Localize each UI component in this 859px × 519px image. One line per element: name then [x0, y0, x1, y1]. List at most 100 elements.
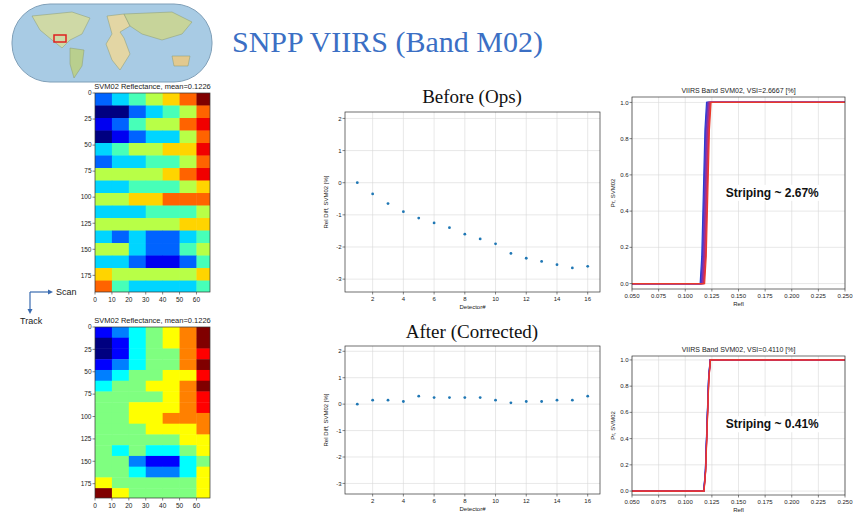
point	[463, 233, 466, 236]
tick-label: 0.175	[758, 293, 774, 299]
tick	[845, 289, 846, 292]
lines	[632, 102, 845, 283]
heatmap-cell	[180, 488, 197, 498]
heatmap-cell	[146, 268, 163, 281]
heatmap-cell	[180, 391, 197, 402]
heatmap-cell	[196, 143, 210, 156]
scan-arrow	[30, 291, 50, 292]
scatter-points	[356, 181, 589, 269]
heatmap-cell	[163, 381, 180, 392]
tick-label: 10	[108, 502, 116, 509]
heatmap-cell	[129, 391, 146, 402]
plot-background	[632, 356, 845, 495]
heatmap-cell	[112, 131, 129, 144]
heatmap-cell	[163, 338, 180, 349]
tick	[196, 498, 197, 501]
grid-line	[345, 430, 600, 431]
tick-label: 10	[108, 296, 116, 303]
tick	[630, 283, 633, 284]
track-arrowhead	[28, 309, 33, 314]
tick	[95, 498, 96, 501]
plot-frame	[95, 93, 210, 292]
heatmap-cell	[112, 168, 129, 181]
tick-label: 0.225	[811, 293, 827, 299]
tick-label: 0.075	[651, 499, 667, 505]
section-label: After (Corrected)	[406, 321, 538, 343]
heatmap-cell	[163, 218, 180, 231]
tick	[403, 292, 404, 295]
heatmap-cell	[180, 193, 197, 206]
heatmap-cell	[146, 243, 163, 256]
tick	[818, 495, 819, 498]
point	[494, 399, 497, 402]
tick-label: -3	[336, 276, 342, 282]
map-land	[32, 12, 90, 48]
heatmap-cell	[129, 445, 146, 456]
grid-line	[345, 247, 600, 248]
tick-label: 175	[81, 480, 92, 487]
heatmap-cell	[112, 348, 129, 359]
heatmap-cell	[129, 181, 146, 194]
tick	[434, 292, 435, 295]
heatmap-cell	[163, 118, 180, 131]
heatmap-cell	[146, 402, 163, 413]
tick-label: 0.200	[784, 499, 800, 505]
tick	[162, 292, 163, 295]
map-land	[70, 48, 84, 78]
heatmap-cells	[95, 327, 210, 498]
tick	[765, 495, 766, 498]
tick-label: 50	[84, 141, 92, 148]
cdf-line	[632, 102, 845, 283]
heatmap-cell	[129, 143, 146, 156]
heatmap-cell	[112, 338, 129, 349]
heatmap-cell	[196, 193, 210, 206]
heatmap-cell	[163, 243, 180, 256]
tick	[403, 494, 404, 497]
heatmap-cell	[196, 413, 210, 424]
lines	[632, 360, 845, 491]
grid-line	[526, 112, 527, 292]
point	[387, 399, 390, 402]
tick	[791, 289, 792, 292]
tick-label: 0.0	[620, 281, 629, 287]
plot-frame	[632, 97, 845, 289]
heatmap-cells	[95, 93, 210, 292]
heatmap-cell	[95, 445, 112, 456]
tick-label: -2	[336, 454, 342, 460]
heatmap-cell	[196, 391, 210, 402]
tick	[630, 412, 633, 413]
tick-label: -2	[336, 244, 342, 250]
heatmap-cell	[112, 206, 129, 219]
heatmap-cell	[196, 456, 210, 467]
tick-label: 125	[81, 220, 92, 227]
grid-line	[587, 112, 588, 292]
tick-label: 75	[84, 390, 92, 397]
heatmap-cell	[112, 413, 129, 424]
tick-label: 50	[176, 296, 184, 303]
tick	[711, 289, 712, 292]
heatmap-cell	[112, 445, 129, 456]
heatmap-cell	[129, 381, 146, 392]
heatmap-cell	[163, 206, 180, 219]
tick-label: 0.125	[704, 499, 720, 505]
heatmap-cell	[95, 93, 112, 106]
tick	[93, 416, 96, 417]
heatmap-cell	[95, 477, 112, 488]
tick	[145, 498, 146, 501]
heatmap-cell	[95, 391, 112, 402]
grid-line	[587, 346, 588, 494]
cdf-line	[632, 360, 845, 491]
heatmap-cell	[196, 359, 210, 370]
tick-label: 0.050	[624, 293, 640, 299]
cdf-line	[632, 360, 845, 491]
point	[402, 400, 405, 403]
heatmap-cell	[180, 206, 197, 219]
point	[387, 202, 390, 205]
point	[417, 395, 420, 398]
point	[571, 266, 574, 269]
grid-line	[685, 97, 686, 289]
heatmap-cell	[129, 477, 146, 488]
heatmap-cell	[146, 231, 163, 244]
tick	[630, 247, 633, 248]
tick	[93, 223, 96, 224]
